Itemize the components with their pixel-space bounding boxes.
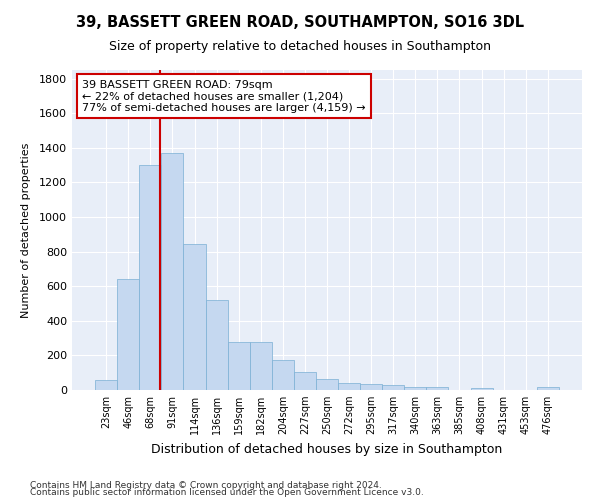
- Bar: [272, 360, 294, 390]
- Bar: [139, 165, 161, 390]
- Text: Size of property relative to detached houses in Southampton: Size of property relative to detached ho…: [109, 40, 491, 53]
- Bar: [470, 388, 493, 390]
- Bar: [184, 244, 206, 390]
- Bar: [161, 153, 184, 390]
- Text: 39, BASSETT GREEN ROAD, SOUTHAMPTON, SO16 3DL: 39, BASSETT GREEN ROAD, SOUTHAMPTON, SO1…: [76, 15, 524, 30]
- Bar: [206, 300, 227, 390]
- Bar: [360, 384, 382, 390]
- Bar: [95, 380, 117, 390]
- Bar: [382, 385, 404, 390]
- Bar: [427, 388, 448, 390]
- Text: Contains HM Land Registry data © Crown copyright and database right 2024.: Contains HM Land Registry data © Crown c…: [30, 480, 382, 490]
- Bar: [404, 386, 427, 390]
- Bar: [338, 383, 360, 390]
- Bar: [537, 388, 559, 390]
- X-axis label: Distribution of detached houses by size in Southampton: Distribution of detached houses by size …: [151, 442, 503, 456]
- Bar: [227, 342, 250, 390]
- Bar: [117, 280, 139, 390]
- Y-axis label: Number of detached properties: Number of detached properties: [20, 142, 31, 318]
- Bar: [316, 379, 338, 390]
- Text: 39 BASSETT GREEN ROAD: 79sqm
← 22% of detached houses are smaller (1,204)
77% of: 39 BASSETT GREEN ROAD: 79sqm ← 22% of de…: [82, 80, 366, 113]
- Bar: [294, 372, 316, 390]
- Text: Contains public sector information licensed under the Open Government Licence v3: Contains public sector information licen…: [30, 488, 424, 497]
- Bar: [250, 342, 272, 390]
